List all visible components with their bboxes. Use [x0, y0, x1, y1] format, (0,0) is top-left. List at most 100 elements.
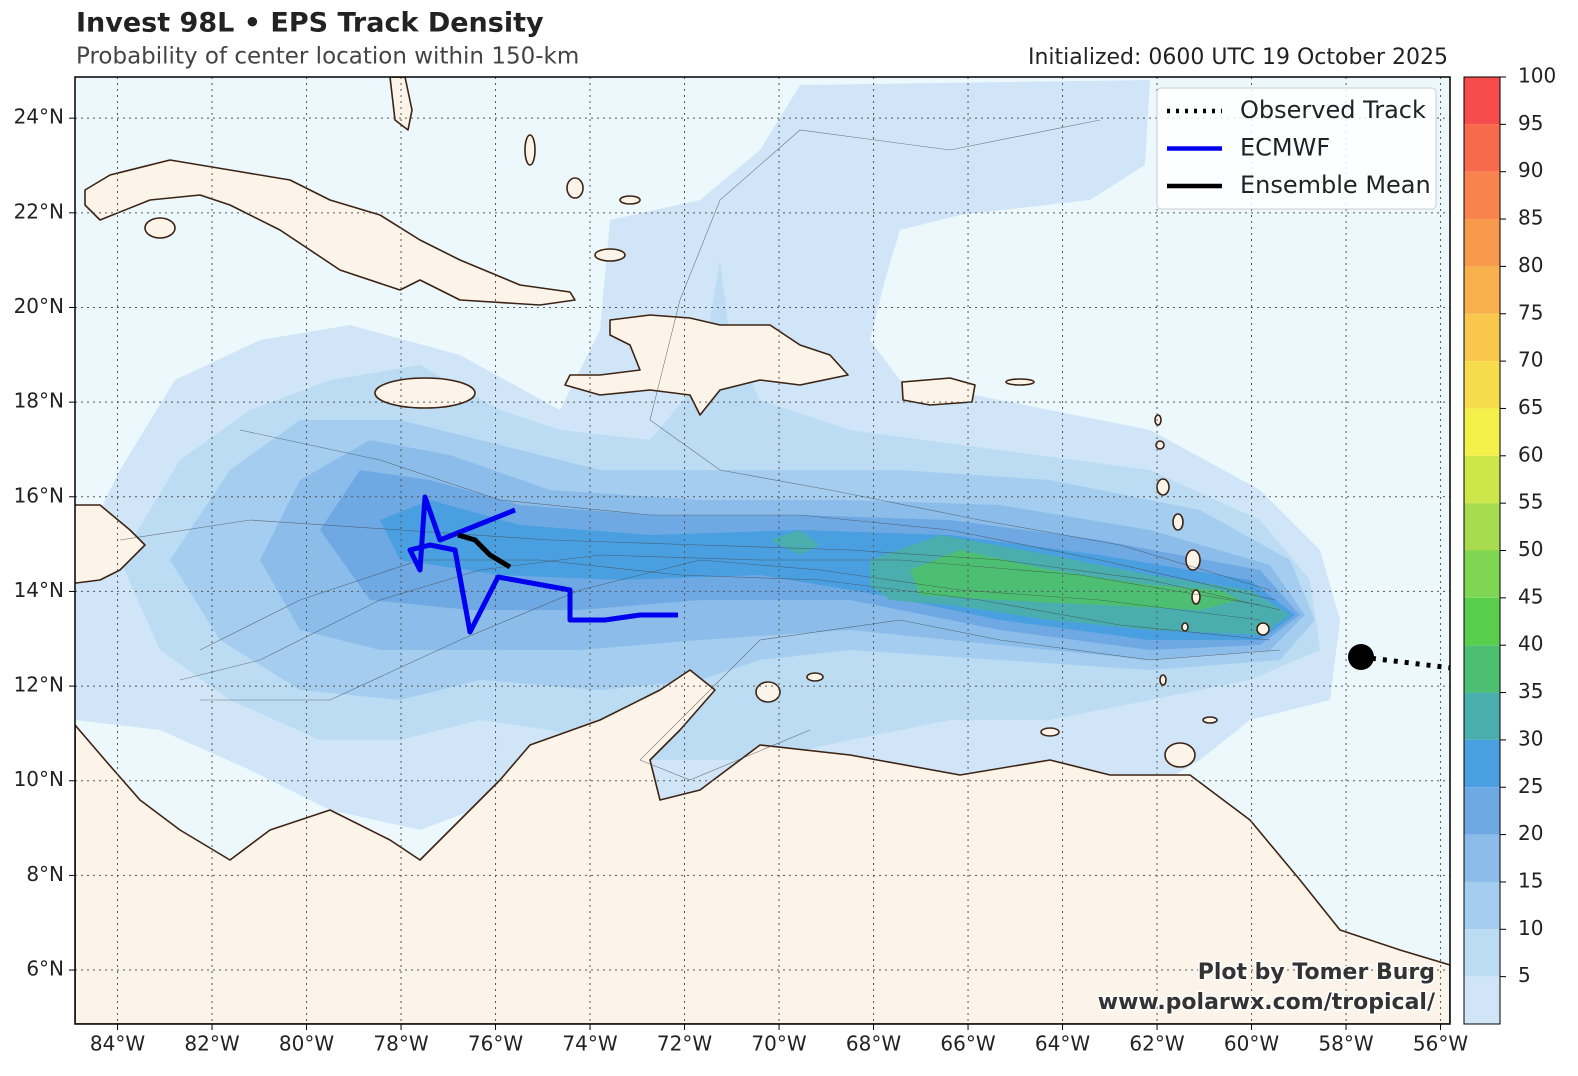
colorbar-band	[1464, 313, 1500, 362]
lat-tick-label: 24°N	[14, 105, 64, 129]
island	[1159, 674, 1167, 686]
island	[566, 177, 584, 199]
honduras	[75, 504, 146, 584]
colorbar-band	[1464, 739, 1500, 788]
island	[1155, 440, 1165, 450]
curacao	[755, 681, 781, 703]
colorbar-band	[1464, 171, 1500, 220]
island	[806, 672, 824, 682]
colorbar-tick-label: 55	[1518, 490, 1543, 514]
subtitle: Probability of center location within 15…	[76, 44, 579, 70]
credit: Plot by Tomer Burg	[1198, 960, 1435, 985]
credit: www.polarwx.com/tropical/	[1098, 990, 1436, 1015]
colorbar-tick-label: 100	[1518, 64, 1556, 88]
colorbar-band	[1464, 361, 1500, 409]
puerto-rico	[901, 377, 976, 406]
lat-tick-label: 18°N	[14, 389, 64, 413]
lon-tick-label: 64°W	[1035, 1032, 1090, 1056]
land	[75, 77, 1450, 1024]
lat-tick-label: 8°N	[26, 862, 64, 886]
island	[1191, 589, 1201, 605]
member-track	[179, 554, 1261, 681]
lat-tick-label: 22°N	[14, 199, 64, 223]
hispaniola	[564, 314, 849, 416]
map-frame	[74, 76, 1451, 1025]
member-track	[119, 519, 1281, 611]
colorbar-band	[1464, 881, 1500, 930]
lon-tick-label: 84°W	[90, 1032, 145, 1056]
member-track	[199, 559, 1271, 651]
lon-tick-label: 68°W	[846, 1032, 901, 1056]
lon-tick-label: 78°W	[373, 1032, 428, 1056]
island	[1154, 414, 1162, 426]
island	[1185, 549, 1201, 571]
colorbar-band	[1464, 124, 1500, 172]
colorbar-band	[1464, 787, 1500, 835]
legend-label: Ensemble Mean	[1240, 171, 1431, 199]
colorbar-band	[1464, 550, 1500, 598]
colorbar-band	[1464, 597, 1500, 646]
colorbar-band	[1464, 645, 1500, 693]
lat-tick-label: 16°N	[14, 483, 64, 507]
colorbar-tick-label: 90	[1518, 158, 1543, 182]
cuba	[84, 159, 576, 306]
colorbar-tick-label: 5	[1518, 963, 1531, 987]
colorbar-band	[1464, 455, 1500, 504]
trinidad	[1164, 742, 1196, 768]
colorbar-tick-label: 85	[1518, 206, 1543, 230]
map: Plot by Tomer Burg www.polarwx.com/tropi…	[75, 77, 1450, 1024]
legend: Observed Track ECMWF Ensemble Mean	[1156, 87, 1437, 210]
colorbar-tick-label: 10	[1518, 916, 1543, 940]
colorbar-tick-label: 70	[1518, 348, 1543, 372]
island	[1181, 622, 1189, 632]
island	[594, 248, 626, 262]
lon-tick-label: 80°W	[279, 1032, 334, 1056]
colorbar-band	[1464, 503, 1500, 551]
colorbar-tick-label: 60	[1518, 442, 1543, 466]
island	[1156, 478, 1170, 496]
lon-tick-label: 82°W	[184, 1032, 239, 1056]
colorbar-band	[1464, 266, 1500, 314]
lon-tick-label: 62°W	[1129, 1032, 1184, 1056]
colorbar-tick-label: 45	[1518, 584, 1543, 608]
ecmwf-track	[407, 494, 678, 635]
colorbar-tick-label: 35	[1518, 679, 1543, 703]
lon-tick-label: 76°W	[468, 1032, 523, 1056]
colorbar-tick-label: 95	[1518, 111, 1543, 135]
south-central-america	[75, 669, 1450, 1024]
ensemble-mean-track	[457, 532, 512, 570]
member-track	[239, 429, 1276, 601]
island	[1172, 513, 1184, 531]
colorbar-tick-label: 40	[1518, 632, 1543, 656]
legend-label: ECMWF	[1240, 134, 1330, 162]
colorbar-band	[1464, 976, 1500, 1024]
jamaica	[374, 377, 476, 409]
lat-tick-label: 20°N	[14, 294, 64, 318]
initialized: Initialized: 0600 UTC 19 October 2025	[1028, 45, 1448, 70]
island	[1005, 378, 1035, 386]
island	[1040, 727, 1060, 737]
colorbar-band	[1464, 77, 1500, 125]
member-track	[200, 559, 1261, 701]
colorbar-tick-label: 20	[1518, 821, 1543, 845]
observed-position	[1348, 644, 1374, 670]
colorbar: 5 10 15 20 25 30 35 40 45 50 55 60 65 70 75 80 85 90 95 100	[1463, 64, 1556, 1025]
title: Invest 98L • EPS Track Density	[76, 8, 544, 39]
colorbar-band	[1464, 834, 1500, 882]
lon-tick-label: 70°W	[751, 1032, 806, 1056]
island	[524, 134, 536, 166]
isle-of-youth	[144, 217, 176, 239]
lon-tick-label: 58°W	[1318, 1032, 1373, 1056]
legend-box	[1156, 87, 1437, 210]
colorbar-tick-label: 30	[1518, 726, 1543, 750]
lon-tick-label: 72°W	[657, 1032, 712, 1056]
colorbar-tick-label: 50	[1518, 537, 1543, 561]
island	[1202, 716, 1218, 724]
member-track	[639, 619, 1281, 781]
lon-tick-label: 66°W	[940, 1032, 995, 1056]
colorbar-band	[1464, 692, 1500, 740]
colorbar-band	[1464, 408, 1500, 456]
ensemble-tracks	[119, 119, 1281, 781]
barbados	[1256, 622, 1270, 636]
